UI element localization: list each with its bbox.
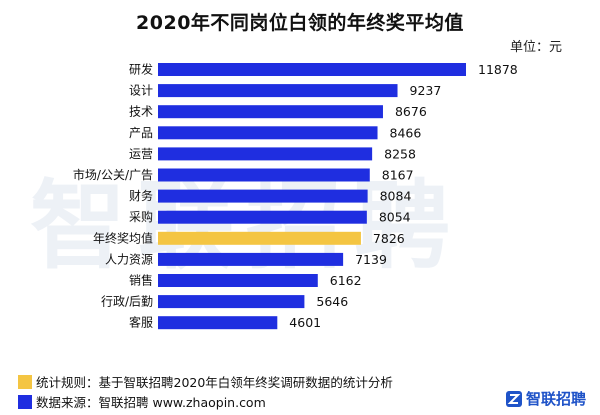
logo-text: 智联招聘: [525, 390, 586, 408]
value-label: 11878: [478, 62, 518, 77]
category-label: 销售: [129, 273, 153, 288]
legend-source-text: 数据来源：智联招聘 www.zhaopin.com: [36, 395, 266, 410]
value-label: 5646: [316, 294, 348, 309]
bar: [158, 252, 344, 266]
legend-rule-text: 统计规则：基于智联招聘2020年白领年终奖调研数据的统计分析: [36, 375, 393, 390]
value-label: 8466: [390, 125, 422, 140]
value-label: 4601: [289, 315, 321, 330]
category-label: 年终奖均值: [93, 230, 153, 245]
value-label: 9237: [410, 83, 442, 98]
legend-swatch-yellow: [18, 374, 32, 389]
bar: [158, 316, 278, 330]
value-label: 8084: [380, 189, 412, 204]
category-label: 行政/后勤: [101, 295, 153, 309]
category-label: 客服: [129, 315, 153, 330]
logo-icon: [505, 390, 522, 407]
category-label: 市场/公关/广告: [73, 167, 153, 182]
legend-source: 数据来源：智联招聘 www.zhaopin.com: [18, 392, 266, 411]
bar: [158, 126, 378, 140]
category-label: 采购: [129, 209, 153, 224]
bar: [158, 189, 368, 203]
category-label: 设计: [129, 84, 153, 98]
value-label: 8258: [384, 146, 416, 161]
bar: [158, 147, 373, 161]
bar: [158, 105, 383, 119]
bar: [158, 274, 318, 287]
value-label: 8676: [395, 104, 427, 119]
legend-swatch-blue: [18, 394, 32, 409]
category-label: 技术: [129, 105, 153, 119]
unit-label: 单位：元: [509, 40, 562, 55]
value-label: 8054: [379, 210, 411, 225]
category-label: 财务: [129, 188, 153, 203]
bar-average: [158, 231, 361, 245]
bar: [158, 84, 398, 98]
value-label: 7826: [373, 231, 405, 246]
brand-logo: 智联招聘: [505, 388, 586, 409]
chart-title: 2020年不同岗位白领的年终奖平均值: [136, 12, 464, 34]
category-label: 运营: [129, 147, 153, 161]
value-label: 6162: [330, 273, 362, 288]
bar: [158, 168, 370, 182]
legend-rule: 统计规则：基于智联招聘2020年白领年终奖调研数据的统计分析: [18, 372, 393, 391]
value-label: 8167: [382, 168, 414, 183]
category-label: 人力资源: [105, 252, 153, 266]
bar: [158, 210, 367, 224]
bar: [158, 63, 466, 76]
value-label: 7139: [355, 252, 387, 267]
bar: [158, 295, 305, 309]
category-label: 研发: [129, 62, 153, 77]
category-label: 产品: [129, 126, 153, 140]
